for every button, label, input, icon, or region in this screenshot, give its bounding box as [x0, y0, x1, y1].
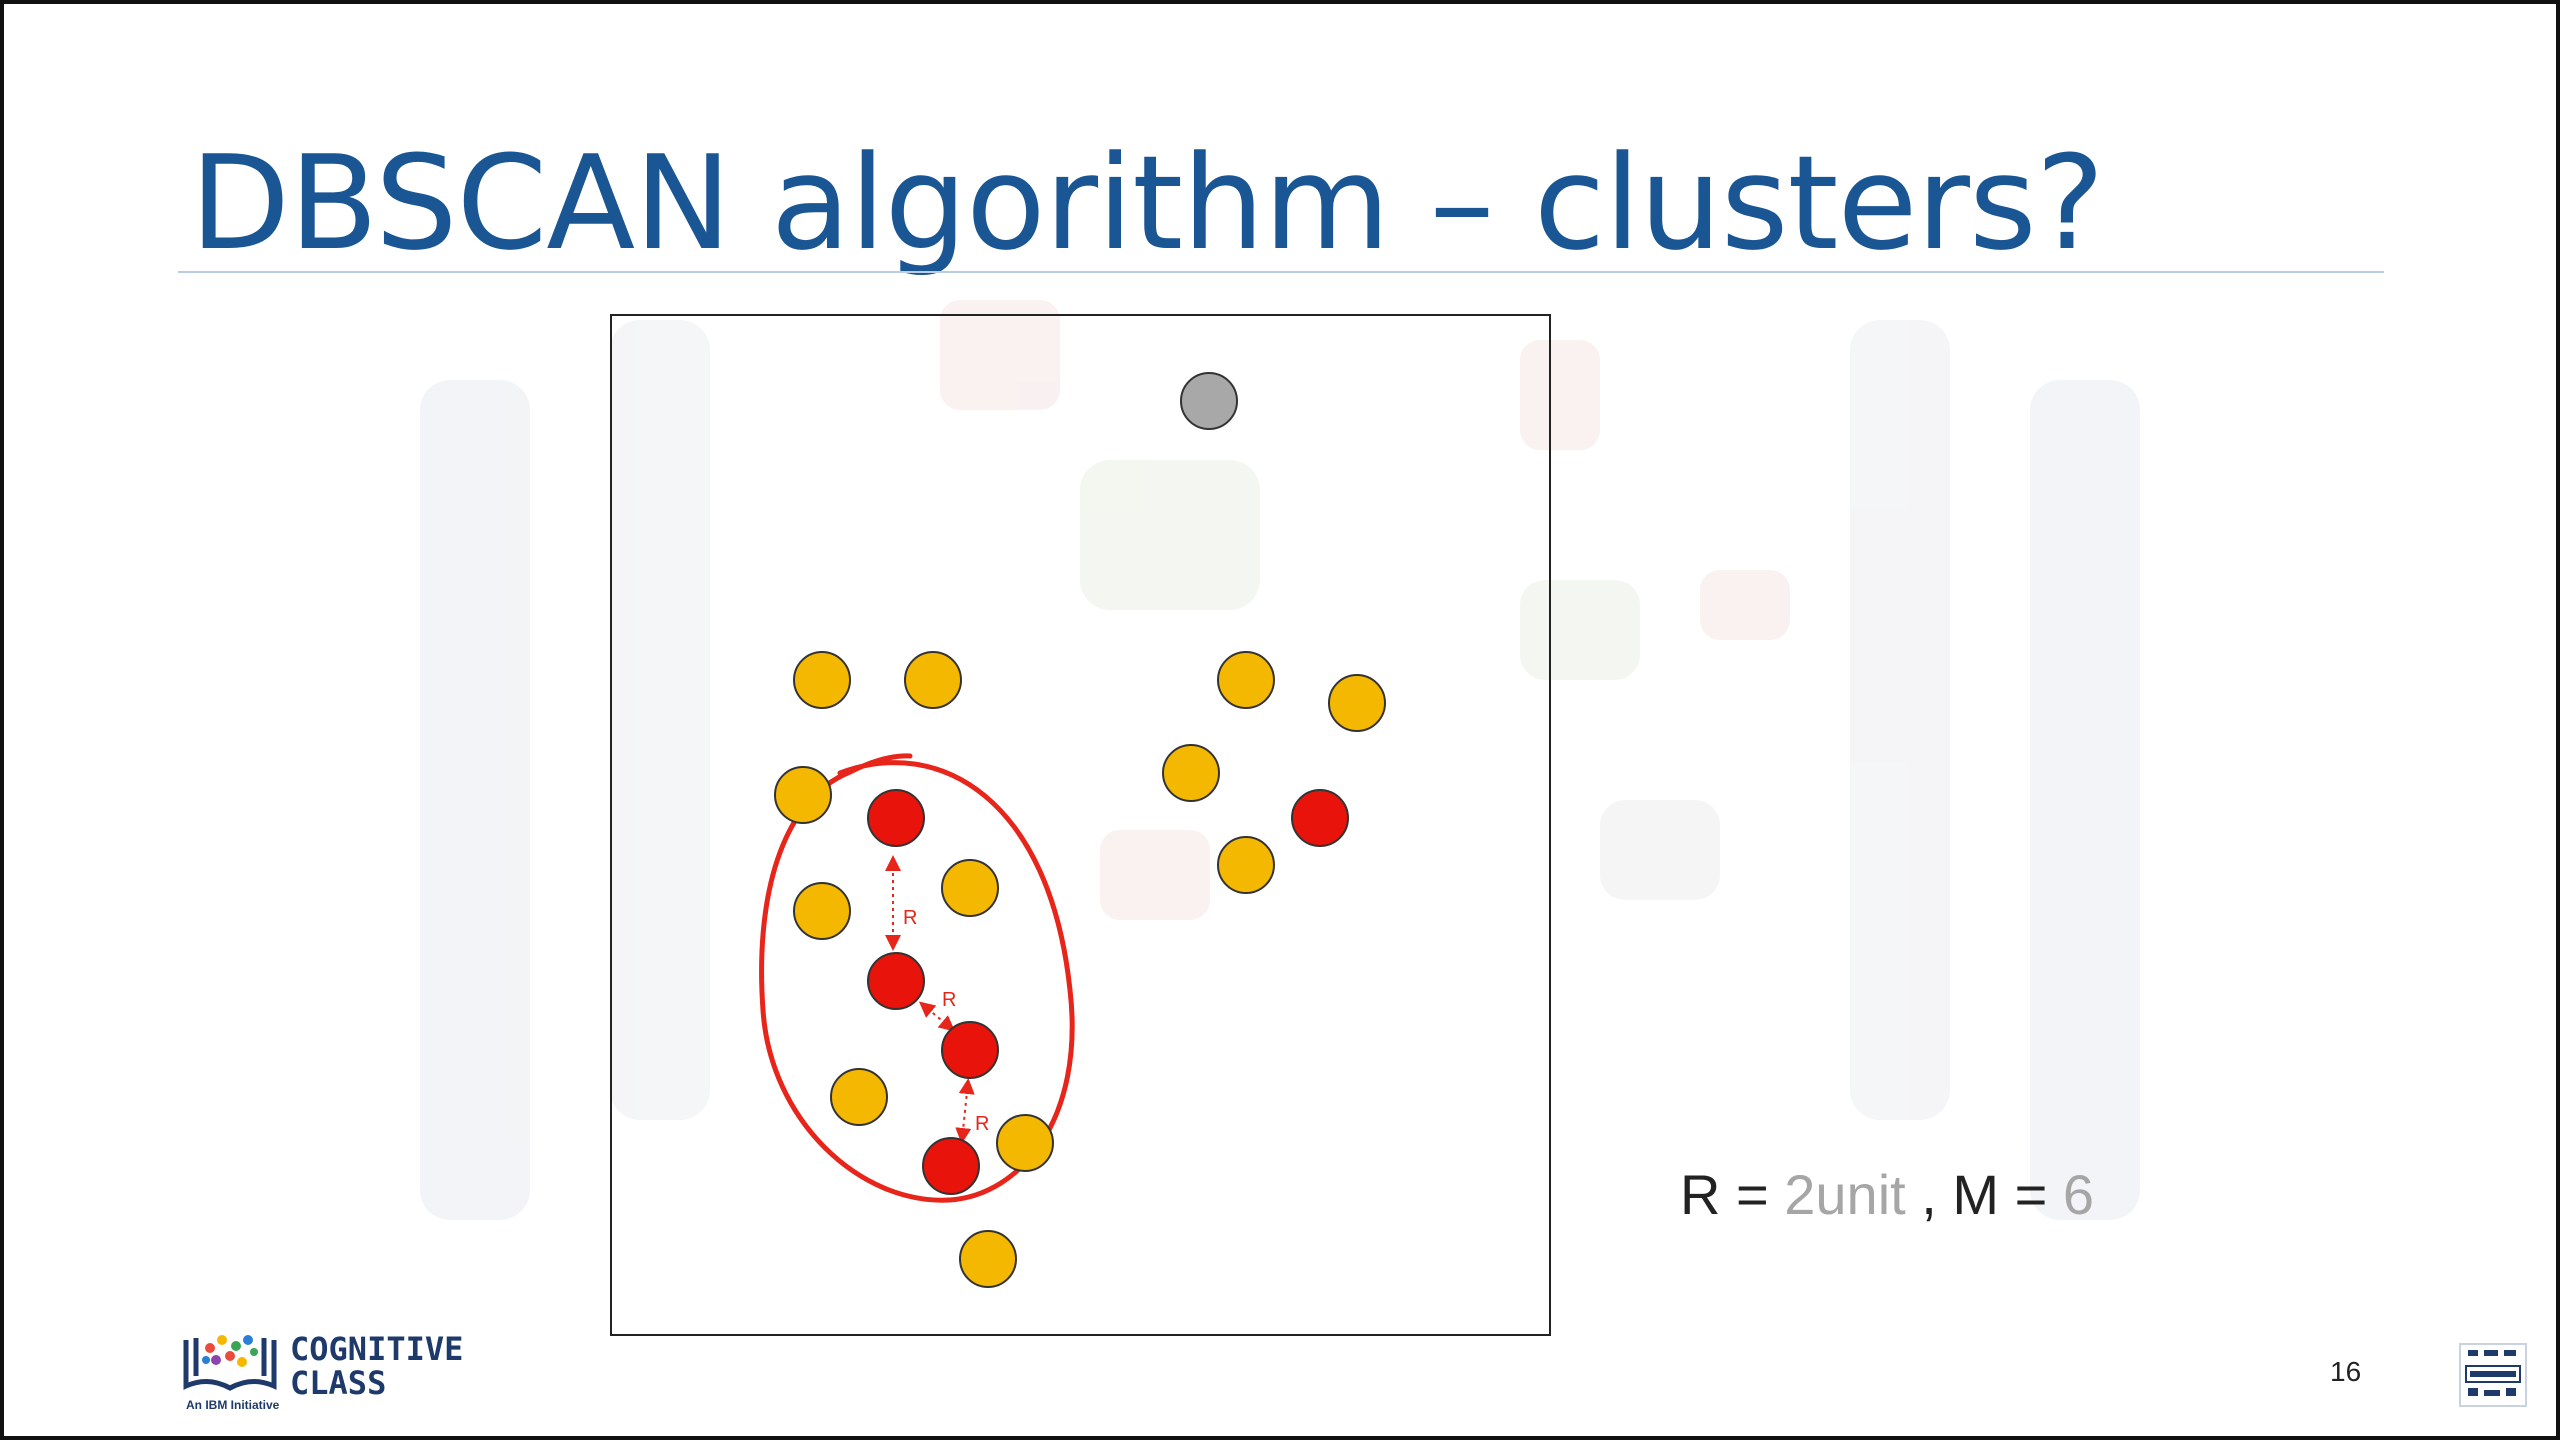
core-point — [867, 952, 925, 1010]
border-point — [959, 1230, 1017, 1288]
border-point — [1217, 651, 1275, 709]
radius-label: R = — [1680, 1163, 1785, 1226]
border-point — [1162, 744, 1220, 802]
core-points — [867, 789, 1349, 1195]
border-point — [941, 859, 999, 917]
border-point — [1217, 836, 1275, 894]
param-separator: , — [1905, 1163, 1953, 1226]
minpts-label: M = — [1952, 1163, 2063, 1226]
distance-arrows — [885, 855, 975, 1144]
brand-name-line2: CLASS — [290, 1364, 387, 1402]
border-point — [904, 651, 962, 709]
distance-arrow — [955, 1078, 975, 1144]
distance-label: R — [942, 989, 956, 1011]
border-point — [793, 651, 851, 709]
radius-value: 2unit — [1784, 1163, 1906, 1226]
open-book-icon — [183, 1335, 277, 1391]
brand-name: COGNITIVE CLASS — [290, 1332, 463, 1400]
border-point — [774, 766, 832, 824]
border-point — [996, 1114, 1054, 1172]
core-point — [941, 1021, 999, 1079]
parameter-line: R = 2unit , M = 6 — [1680, 1160, 2094, 1230]
border-point — [1328, 674, 1386, 732]
minpts-value: 6 — [2062, 1163, 2095, 1226]
distance-label: R — [975, 1113, 989, 1135]
brand-tagline: An IBM Initiative — [186, 1398, 280, 1412]
page-number: 16 — [2330, 1356, 2362, 1387]
core-point — [867, 789, 925, 847]
watermark-book-graphic — [420, 300, 2140, 1220]
learning-badge-icon — [2459, 1343, 2527, 1407]
slide-title: DBSCAN algorithm – clusters? — [190, 127, 2105, 279]
brand-name-line1: COGNITIVE — [290, 1330, 464, 1368]
core-point — [1291, 789, 1349, 847]
title-divider — [178, 271, 2384, 273]
border-points — [774, 651, 1386, 1288]
border-point — [793, 882, 851, 940]
core-point — [922, 1137, 980, 1195]
plot-frame — [610, 314, 1551, 1336]
noise-point — [1180, 372, 1238, 430]
distance-label: R — [903, 907, 917, 929]
border-point — [830, 1068, 888, 1126]
